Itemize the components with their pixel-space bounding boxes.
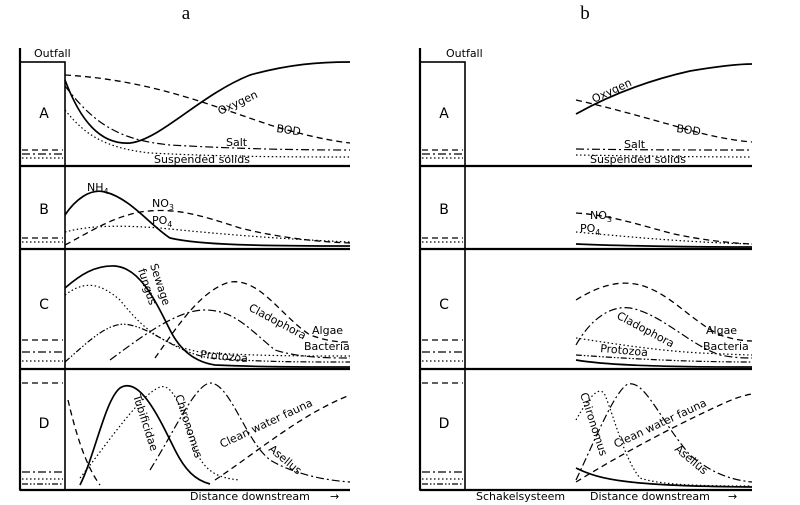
nh4-curve-b bbox=[575, 243, 753, 248]
nh4-curve-a bbox=[64, 190, 351, 247]
po4-label-b: PO4 bbox=[580, 222, 600, 237]
chironomus-label-b: Chironomus bbox=[577, 391, 610, 458]
panel-a: Outfall A B C D Oxygen BOD Salt Suspende… bbox=[18, 47, 351, 503]
asellus-label-b: Asellus bbox=[672, 442, 710, 477]
outfall-label-a: Outfall bbox=[34, 47, 71, 60]
salt-label-b: Salt bbox=[624, 138, 646, 151]
nh4-label-a: NH4 bbox=[87, 181, 109, 196]
clean-water-fauna-curve-b bbox=[575, 393, 753, 483]
salt-label-a: Salt bbox=[226, 136, 248, 149]
row-label-A-a: A bbox=[39, 106, 49, 122]
bod-label-a: BOD bbox=[276, 122, 302, 138]
panel-b-label: b bbox=[580, 3, 590, 24]
oxygen-label-a: Oxygen bbox=[216, 88, 260, 118]
bacteria-curve-b bbox=[575, 337, 753, 356]
protozoa-label-b: Protozoa bbox=[600, 342, 649, 359]
panel-a-label: a bbox=[182, 3, 191, 24]
bod-label-b: BOD bbox=[676, 122, 702, 138]
asellus-label-a: Asellus bbox=[266, 442, 304, 477]
suspended-solids-curve-a bbox=[64, 109, 351, 158]
po4-label-a: PO4 bbox=[152, 214, 172, 229]
salt-curve-a bbox=[64, 85, 351, 151]
salt-curve-b bbox=[575, 148, 753, 151]
asellus-curve-a bbox=[149, 382, 351, 483]
algae-curve-a bbox=[154, 281, 351, 359]
no3-label-b: NO3 bbox=[590, 209, 612, 224]
protozoa-label-a: Protozoa bbox=[200, 348, 249, 365]
chironomus-label-a: Chironomus bbox=[172, 393, 205, 460]
chironomus-curve-a bbox=[79, 386, 241, 481]
algae-label-a: Algae bbox=[312, 324, 343, 337]
protozoa-curve-a bbox=[64, 323, 351, 363]
outfall-label-b: Outfall bbox=[446, 47, 483, 60]
no3-label-a: NO3 bbox=[152, 197, 174, 212]
clean-water-fauna-curve-a bbox=[67, 394, 351, 486]
sewage-fungus-curve-a bbox=[64, 265, 351, 368]
row-label-D-a: D bbox=[39, 416, 50, 432]
bacteria-label-b: Bacteria bbox=[703, 340, 749, 353]
panel-b: Outfall A B C D Oxygen BOD Salt Suspende… bbox=[418, 47, 753, 503]
protozoa-curve-b bbox=[575, 354, 753, 363]
po4-curve-a bbox=[64, 225, 351, 243]
bod-curve-a bbox=[64, 74, 351, 144]
tubificidae-label-a: Tubificidae bbox=[130, 392, 161, 453]
tubificidae-curve-b bbox=[575, 467, 753, 488]
x-axis-arrow-icon-a: → bbox=[330, 490, 339, 503]
row-label-D-b: D bbox=[439, 416, 450, 432]
cladophora-curve-a bbox=[109, 309, 351, 361]
suspended-solids-label-b: Suspended solids bbox=[590, 153, 686, 166]
row-label-C-b: C bbox=[439, 297, 449, 313]
x-axis-arrow-icon-b: → bbox=[728, 490, 737, 503]
row-label-B-a: B bbox=[39, 202, 49, 218]
bacteria-label-a: Bacteria bbox=[304, 340, 350, 353]
oxygen-curve-a bbox=[64, 61, 351, 144]
bod-curve-b bbox=[575, 99, 753, 143]
bacteria-curve-a bbox=[64, 284, 351, 357]
cladophora-curve-b bbox=[575, 307, 753, 359]
row-label-B-b: B bbox=[439, 202, 449, 218]
oxygen-curve-b bbox=[575, 63, 753, 115]
clean-water-fauna-label-b: Clean water fauna bbox=[612, 396, 709, 450]
sewage-fungus-curve-b bbox=[575, 359, 753, 368]
suspended-solids-curve-b bbox=[575, 154, 753, 158]
x-axis-label-b: Distance downstream bbox=[590, 490, 710, 503]
row-label-C-a: C bbox=[39, 297, 49, 313]
row-label-A-b: A bbox=[439, 106, 449, 122]
x-axis-label-a: Distance downstream bbox=[190, 490, 310, 503]
suspended-solids-label-a: Suspended solids bbox=[154, 153, 250, 166]
footer-label-b: Schakelsysteem bbox=[476, 490, 565, 503]
no3-curve-a bbox=[64, 209, 351, 246]
po4-curve-b bbox=[575, 231, 753, 245]
algae-label-b: Algae bbox=[706, 324, 737, 337]
tubificidae-curve-a bbox=[79, 384, 211, 486]
